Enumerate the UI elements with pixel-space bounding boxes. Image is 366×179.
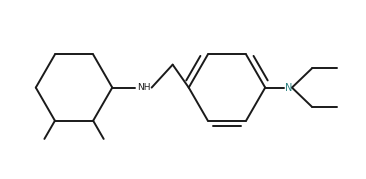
Text: N: N [285, 83, 292, 93]
Text: NH: NH [137, 83, 151, 92]
